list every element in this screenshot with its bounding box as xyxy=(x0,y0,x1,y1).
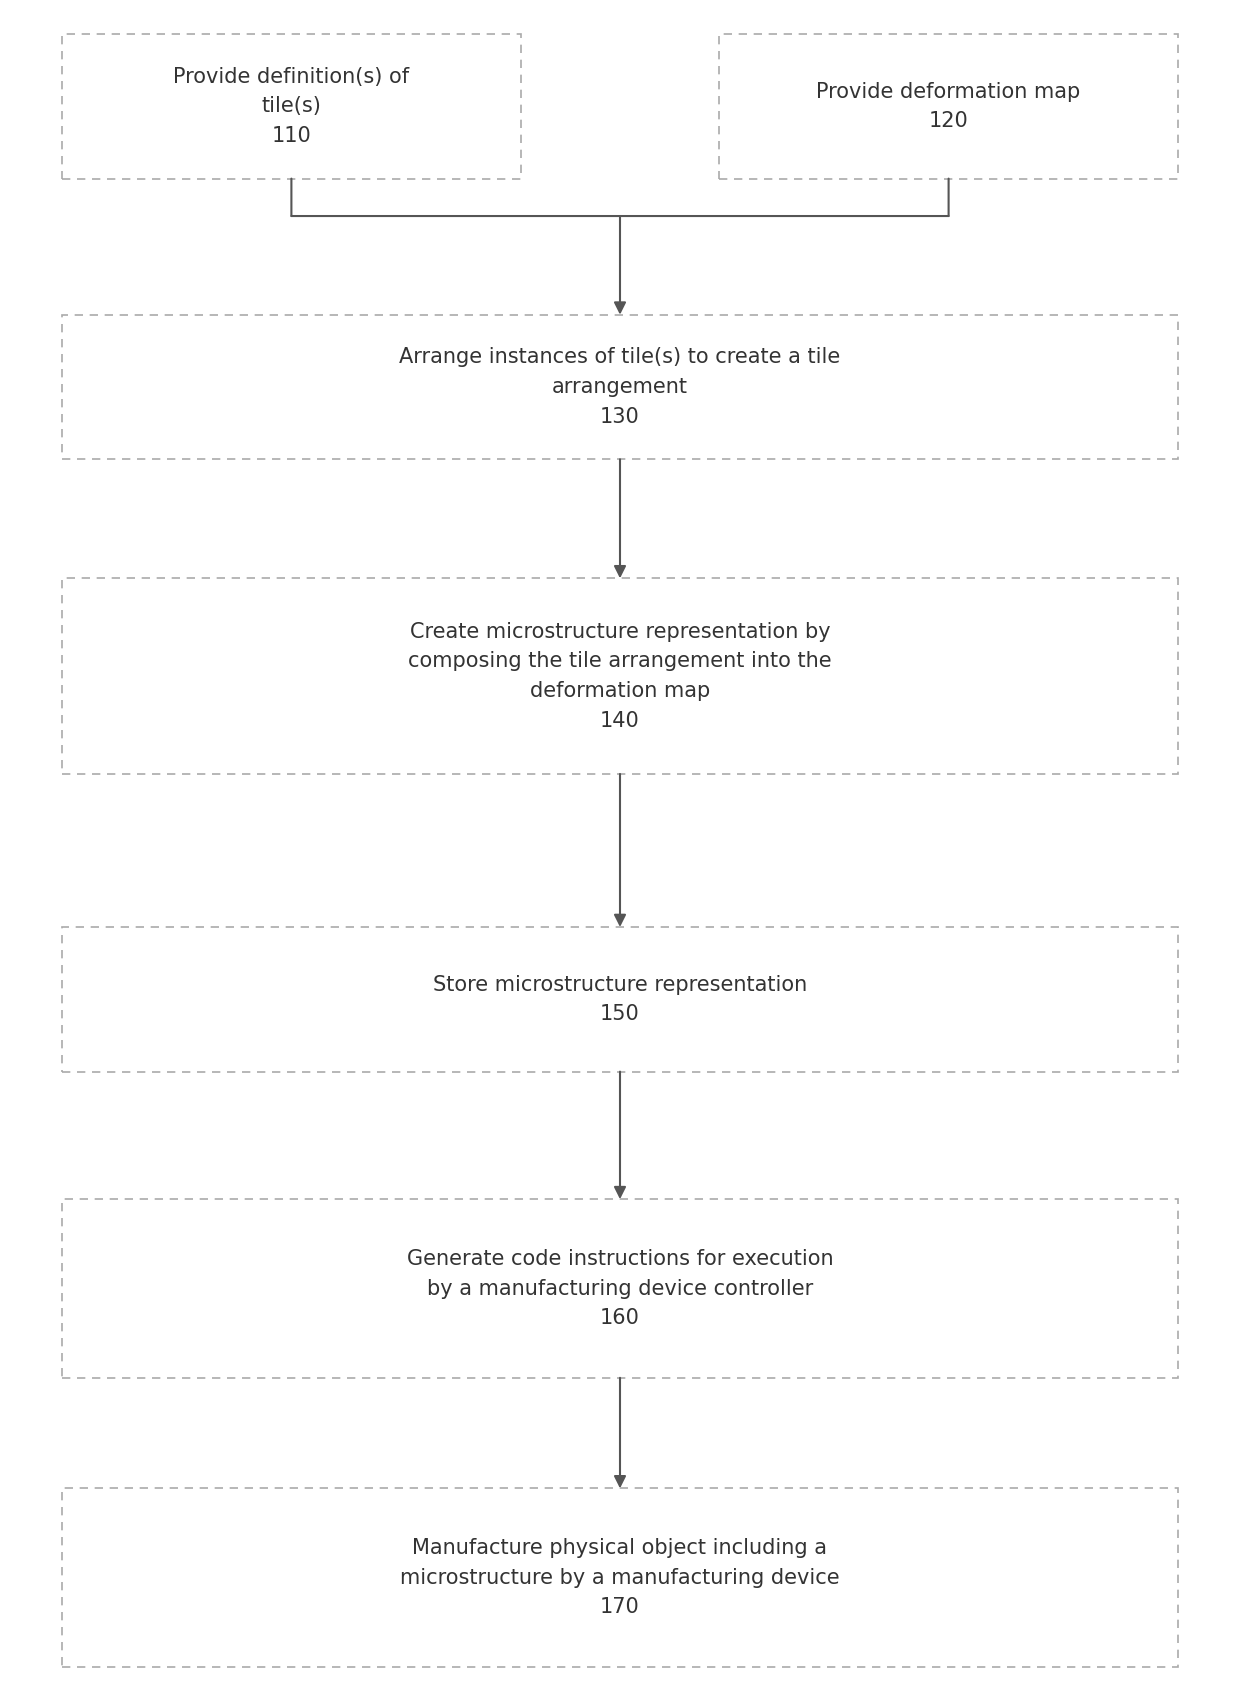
Text: Manufacture physical object including a
microstructure by a manufacturing device: Manufacture physical object including a … xyxy=(401,1538,839,1618)
FancyBboxPatch shape xyxy=(62,315,1178,459)
Text: Provide definition(s) of
tile(s)
110: Provide definition(s) of tile(s) 110 xyxy=(174,66,409,146)
Text: Arrange instances of tile(s) to create a tile
arrangement
130: Arrange instances of tile(s) to create a… xyxy=(399,347,841,427)
FancyBboxPatch shape xyxy=(62,927,1178,1072)
Text: Create microstructure representation by
composing the tile arrangement into the
: Create microstructure representation by … xyxy=(408,623,832,730)
Text: Store microstructure representation
150: Store microstructure representation 150 xyxy=(433,975,807,1024)
FancyBboxPatch shape xyxy=(62,1488,1178,1667)
Text: Provide deformation map
120: Provide deformation map 120 xyxy=(816,82,1081,131)
FancyBboxPatch shape xyxy=(719,34,1178,179)
FancyBboxPatch shape xyxy=(62,578,1178,774)
FancyBboxPatch shape xyxy=(62,34,521,179)
Text: Generate code instructions for execution
by a manufacturing device controller
16: Generate code instructions for execution… xyxy=(407,1249,833,1328)
FancyBboxPatch shape xyxy=(62,1199,1178,1378)
